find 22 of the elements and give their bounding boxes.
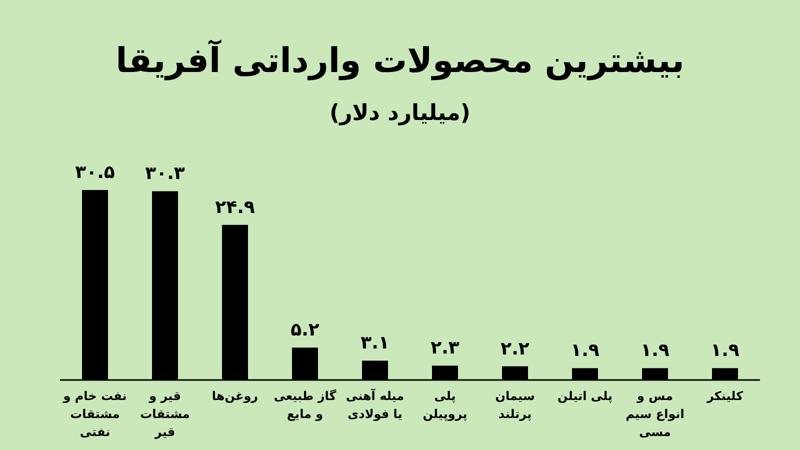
data-label: ۱.۹: [570, 340, 600, 362]
data-label: ۲۴.۹: [215, 196, 255, 218]
x-tick-label: مس و انواع سیم مسی: [626, 389, 684, 439]
chart-subtitle: (میلیارد دلار): [330, 101, 470, 126]
x-tick-label: سیمان پرتلند: [495, 389, 535, 421]
x-tick-label: روغن‌ها: [212, 389, 258, 403]
x-tick-label: نفت خام و مشتقات نفتی: [62, 389, 127, 439]
data-label: ۲.۳: [430, 338, 460, 359]
x-tick-label: کلینکر: [706, 389, 744, 403]
x-tick-label: پلی پروپیلن: [422, 389, 468, 421]
x-tick-label: پلی اتیلن: [558, 389, 612, 403]
chart-title: بیشترین محصولات وارداتی آفریقا: [116, 39, 684, 81]
data-label: ۳.۱: [360, 332, 390, 354]
data-label: ۱.۹: [640, 340, 670, 362]
data-label: ۱.۹: [710, 340, 740, 362]
data-label: ۵.۲: [290, 320, 320, 341]
data-label: ۳۰.۳: [145, 163, 185, 184]
x-tick-label: میله آهنی یا فولادی: [346, 388, 404, 421]
x-tick-label: قیر و مشتقات قیر: [140, 389, 190, 439]
data-label: ۲.۲: [500, 338, 530, 360]
data-label: ۳۰.۵: [75, 162, 115, 183]
x-tick-label: گاز طبیعی و مایع: [274, 389, 336, 421]
